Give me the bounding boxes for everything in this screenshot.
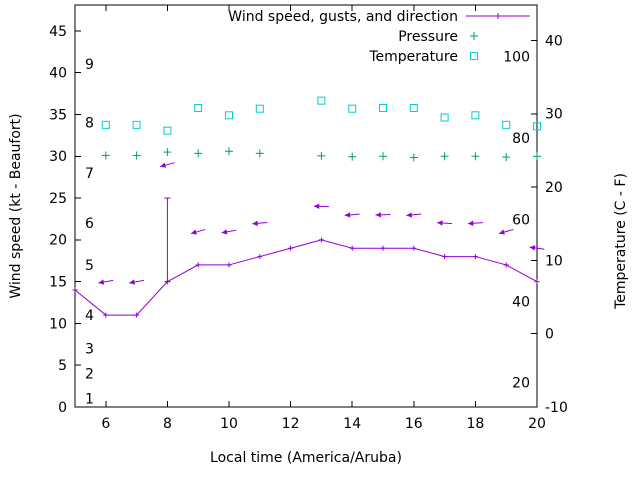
svg-text:6: 6 (101, 416, 110, 432)
right-axis-title: Temperature (C - F) (613, 173, 629, 309)
pressure-points (101, 147, 541, 162)
wind-speed-line (72, 237, 540, 318)
svg-text:8: 8 (163, 416, 172, 432)
fahrenheit-labels: 20 40 60 80 100 (503, 50, 530, 392)
wind-direction-arrows (98, 162, 545, 285)
svg-text:100: 100 (503, 50, 530, 66)
svg-text:7: 7 (85, 166, 94, 182)
svg-text:12: 12 (282, 416, 300, 432)
svg-text:18: 18 (466, 416, 484, 432)
svg-text:10: 10 (49, 316, 67, 332)
svg-text:4: 4 (85, 308, 94, 324)
svg-text:Temperature: Temperature (368, 49, 458, 65)
svg-text:40: 40 (49, 66, 67, 82)
svg-text:6: 6 (85, 216, 94, 232)
svg-text:3: 3 (85, 341, 94, 357)
svg-text:-10: -10 (545, 400, 568, 416)
chart-legend: Wind speed, gusts, and direction Pressure… (228, 9, 530, 65)
svg-text:30: 30 (49, 149, 67, 165)
svg-text:2: 2 (85, 366, 94, 382)
svg-text:20: 20 (545, 180, 563, 196)
temperature-points (101, 96, 541, 135)
svg-text:35: 35 (49, 107, 67, 123)
svg-text:0: 0 (545, 327, 554, 343)
svg-text:80: 80 (512, 131, 530, 147)
svg-text:25: 25 (49, 191, 67, 207)
svg-text:16: 16 (405, 416, 423, 432)
svg-text:20: 20 (512, 376, 530, 392)
x-axis-title: Local time (America/Aruba) (210, 450, 402, 466)
svg-text:14: 14 (343, 416, 361, 432)
svg-text:40: 40 (545, 33, 563, 49)
svg-text:20: 20 (49, 233, 67, 249)
svg-text:45: 45 (49, 24, 67, 40)
left-axis-ticks: 0 5 10 15 20 25 30 35 40 45 (49, 24, 81, 416)
svg-text:15: 15 (49, 275, 67, 291)
svg-text:Pressure: Pressure (398, 29, 458, 45)
svg-text:5: 5 (58, 358, 67, 374)
right-axis-ticks: -10 0 10 20 30 40 (531, 33, 568, 416)
svg-text:0: 0 (58, 400, 67, 416)
svg-text:5: 5 (85, 258, 94, 274)
svg-text:1: 1 (85, 392, 94, 408)
svg-text:40: 40 (512, 294, 530, 310)
svg-text:10: 10 (220, 416, 238, 432)
svg-text:Wind speed, gusts, and directi: Wind speed, gusts, and direction (228, 9, 458, 25)
wind-gust-bar (164, 197, 171, 283)
svg-text:30: 30 (545, 107, 563, 123)
svg-text:10: 10 (545, 253, 563, 269)
beaufort-scale-labels: 1 2 3 4 5 6 7 8 9 (85, 57, 94, 407)
plot-border (74, 4, 538, 408)
svg-text:8: 8 (85, 116, 94, 132)
x-axis-ticks: 6 8 10 12 14 16 18 20 (101, 5, 546, 432)
svg-text:60: 60 (512, 212, 530, 228)
svg-text:9: 9 (85, 57, 94, 73)
svg-text:20: 20 (528, 416, 546, 432)
left-axis-title: Wind speed (kt - Beaufort) (8, 113, 24, 299)
